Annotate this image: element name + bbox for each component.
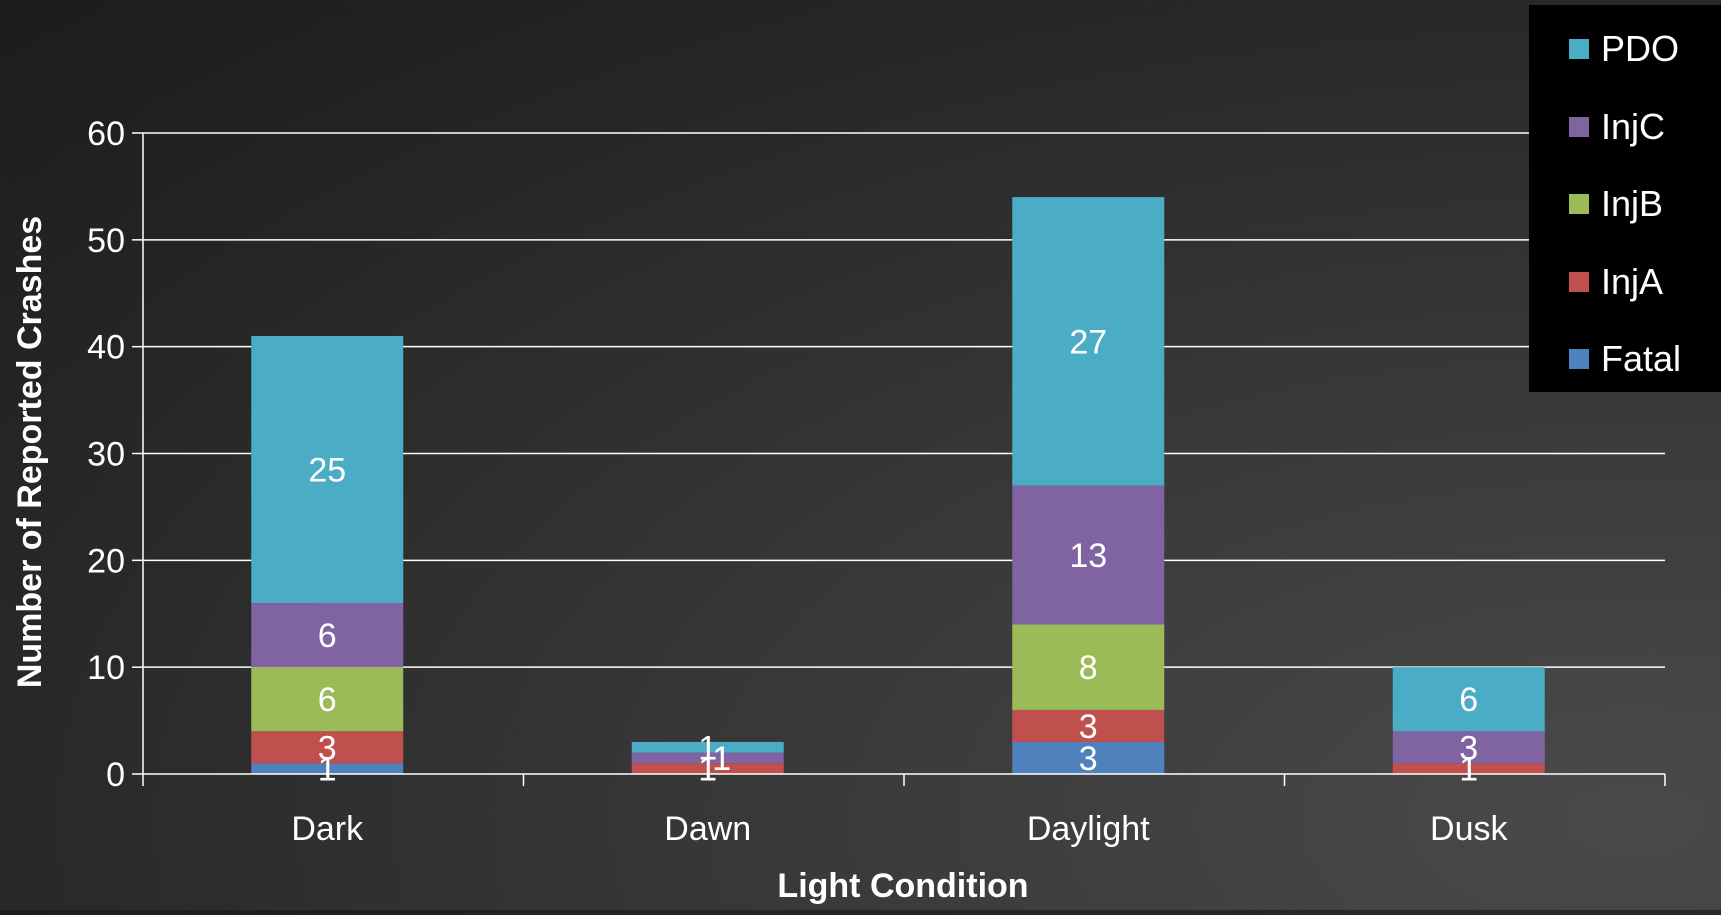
axes: 0 10 20 30 40 50 60 Dark Dawn Daylight Dusk [87,115,1666,848]
data-label-pdo-dark: 25 [308,452,346,490]
legend-swatch [1569,116,1589,137]
data-label-injb-daylight: 8 [1079,649,1098,687]
data-label-fatal-dark: 1 [318,751,337,789]
x-tick-label: Dusk [1430,810,1508,848]
legend-swatch [1569,194,1589,214]
data-label-pdo-daylight: 27 [1069,323,1107,361]
legend-item-inja: InjA [1569,260,1664,302]
bar-pdo-daylight [1012,197,1165,486]
data-label-pdo-dawn: 1 [698,729,717,767]
legend-swatch [1569,349,1589,369]
data-label-injc-dusk: 3 [1459,729,1478,767]
y-tick-label: 10 [87,649,125,687]
data-label-injc-daylight: 13 [1069,537,1107,575]
bar-pdo-dusk [1392,667,1545,732]
data-label-inja-daylight: 3 [1079,708,1098,746]
bar-injc-daylight [1012,485,1165,625]
legend-swatch [1569,271,1589,292]
data-label-inja-dusk: 1 [1459,751,1478,789]
legend-label: InjB [1601,183,1664,224]
legend-label: PDO [1601,28,1680,69]
bar-fatal-dark [251,763,404,774]
bar-inja-dawn [631,763,784,774]
legend-label: InjC [1601,105,1666,147]
bar-inja-dark [251,731,404,764]
x-tick-label: Dark [291,810,364,848]
x-tick-label: Dawn [664,810,751,848]
data-label-injc-dark: 6 [318,617,337,655]
x-axis-title: Light Condition [777,867,1028,905]
data-label-pdo-dusk: 6 [1459,681,1478,719]
y-tick-label: 0 [106,756,125,794]
x-tick-label: Daylight [1027,810,1150,848]
bar-injc-dawn [631,752,784,764]
bar-injb-dark [251,667,404,732]
bar-inja-daylight [1012,709,1165,742]
data-label-inja-dawn: 1 [698,751,717,789]
legend-swatch [1569,39,1589,59]
data-label-inja-dark: 3 [318,729,337,767]
y-tick-label: 30 [87,436,125,474]
legend-item-fatal: Fatal [1569,338,1682,379]
y-tick-label: 50 [87,222,125,260]
bar-injc-dark [251,603,404,668]
legend-item-injb: InjB [1569,183,1664,224]
bar-injb-daylight [1012,624,1165,710]
bar-pdo-dark [251,335,404,604]
legend-item-injc: InjC [1569,105,1666,147]
y-tick-label: 20 [87,542,125,580]
data-label-injb-dark: 6 [318,681,337,719]
bar-fatal-daylight [1012,741,1165,774]
y-axis-title: Number of Reported Crashes [11,216,49,688]
bar-inja-dusk [1392,763,1545,774]
data-label-injc-dawn: 1 [712,740,731,778]
legend-item-pdo: PDO [1569,28,1680,69]
bar-injc-dusk [1392,731,1545,764]
bars [251,197,1545,774]
bar-pdo-dawn [631,741,784,753]
data-label-fatal-daylight: 3 [1079,740,1098,778]
legend: PDO InjC InjB InjA Fatal [1529,5,1721,392]
y-tick-label: 60 [87,115,125,153]
y-tick-label: 40 [87,329,125,367]
legend-label: Fatal [1601,338,1682,379]
legend-label: InjA [1601,260,1664,302]
